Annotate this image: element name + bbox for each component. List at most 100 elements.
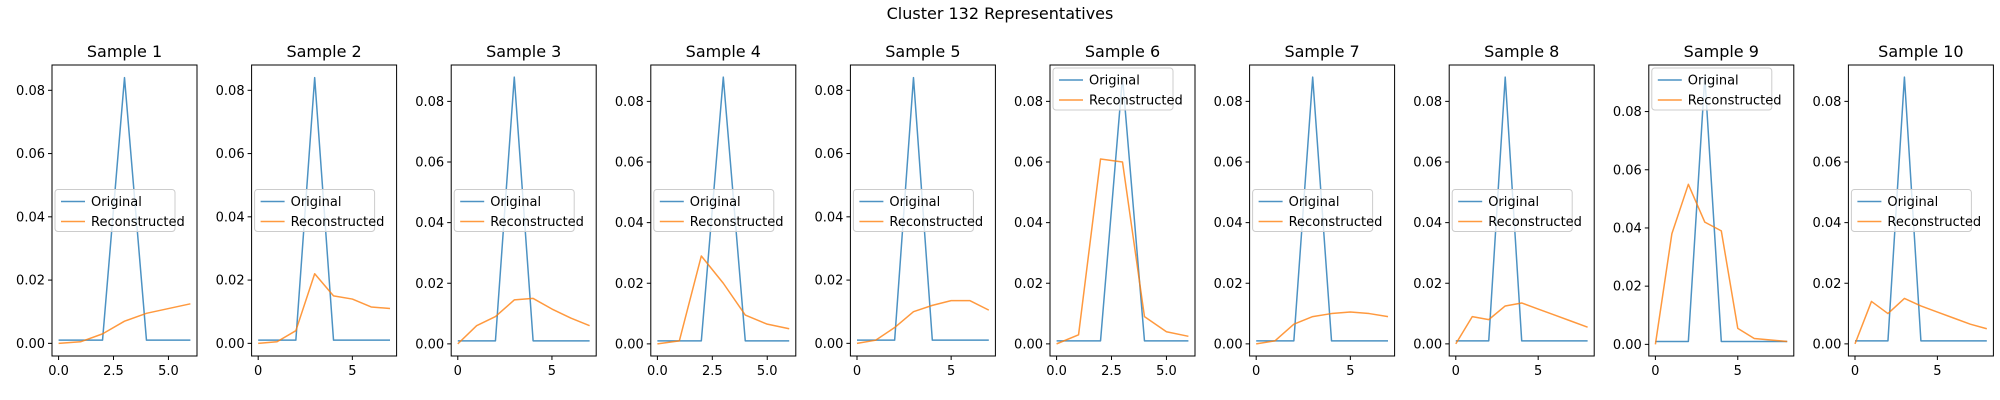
legend-label: Original (1089, 74, 1140, 89)
axes-frame (251, 64, 398, 357)
legend: Original Reconstructed (54, 189, 185, 232)
legend-label: Original (1289, 195, 1340, 210)
y-tick-label: 0.04 (216, 210, 245, 225)
subplot-title: Sample 4 (686, 42, 761, 61)
axes-frame (650, 64, 797, 357)
subplot-4: Sample 4 0.00 0.02 0.04 0.06 0.08 0.0 2.5 5.0 Ori… (615, 42, 797, 379)
x-tick-label: 0.0 (48, 364, 69, 379)
axes-frame (1648, 64, 1795, 357)
y-tick-label: 0.02 (615, 277, 644, 292)
axes-frame (1049, 64, 1196, 357)
x-tick-label: 0 (1651, 364, 1659, 379)
legend: Original Reconstructed (1451, 189, 1582, 232)
axes-frame (51, 64, 198, 357)
legend-label: Reconstructed (490, 215, 584, 230)
x-tick-label: 5 (348, 364, 356, 379)
series-line-reconstructed (856, 299, 990, 345)
legend: Original Reconstructed (653, 189, 784, 232)
y-tick-label: 0.06 (615, 156, 644, 171)
y-tick-label: 0.00 (615, 337, 644, 352)
x-tick-label: 2.5 (103, 364, 124, 379)
series-group (1654, 75, 1788, 345)
y-tick-label: 0.02 (16, 274, 45, 289)
series-line-reconstructed (1056, 158, 1189, 345)
series-line-reconstructed (657, 255, 790, 345)
y-tick-label: 0.08 (16, 84, 45, 99)
legend: Original Reconstructed (1252, 189, 1382, 232)
legend: Original Reconstructed (1651, 67, 1782, 111)
x-tick-label: 5.0 (757, 364, 778, 379)
y-tick-label: 0.06 (1812, 156, 1841, 171)
axes-frame (849, 64, 996, 357)
series-line-reconstructed (457, 297, 590, 345)
x-tick-label: 5 (1534, 364, 1542, 379)
legend-label: Original (91, 195, 142, 210)
y-tick-label: 0.08 (1014, 95, 1043, 110)
legend-label: Reconstructed (1089, 94, 1183, 109)
series-group (58, 76, 191, 345)
series-group (1056, 76, 1189, 345)
series-line-reconstructed (1854, 297, 1988, 345)
x-tick-label: 5.0 (1156, 364, 1177, 379)
y-tick-label: 0.00 (1613, 338, 1642, 353)
y-tick-label: 0.08 (1613, 105, 1642, 120)
y-tick-label: 0.04 (1812, 216, 1841, 231)
y-tick-label: 0.02 (1214, 277, 1243, 292)
subplot-title: Sample 3 (486, 42, 561, 61)
x-tick-label: 5 (947, 364, 955, 379)
subplot-title: Sample 1 (87, 42, 162, 61)
y-tick-label: 0.04 (615, 216, 644, 231)
subplot-6: Sample 6 0.00 0.02 0.04 0.06 0.08 0.0 2.5 5.0 Ori… (1014, 42, 1196, 379)
legend-label: Original (490, 195, 541, 210)
y-tick-label: 0.00 (1214, 337, 1243, 352)
y-tick-label: 0.00 (216, 337, 245, 352)
subplot-2: Sample 2 0.00 0.02 0.04 0.06 0.08 0 5 Original Re… (216, 42, 398, 379)
y-tick-label: 0.04 (16, 210, 45, 225)
legend-label: Original (889, 195, 940, 210)
series-line-reconstructed (1654, 183, 1788, 345)
x-tick-label: 5 (548, 364, 556, 379)
series-line-original (1854, 76, 1987, 342)
subplot-1: Sample 1 0.00 0.02 0.04 0.06 0.08 0.0 2.5 5.0 Ori… (16, 42, 198, 379)
series-line-reconstructed (258, 273, 391, 345)
x-tick-label: 0 (1252, 364, 1260, 379)
y-tick-label: 0.08 (1214, 95, 1243, 110)
series-group (1455, 76, 1588, 345)
x-tick-label: 0.0 (1046, 364, 1067, 379)
axes-frame (450, 64, 597, 357)
legend: Original Reconstructed (453, 189, 584, 232)
y-tick-label: 0.00 (1413, 337, 1442, 352)
x-tick-label: 5 (1933, 364, 1941, 379)
y-tick-label: 0.06 (1413, 156, 1442, 171)
y-tick-label: 0.08 (216, 84, 245, 99)
y-tick-label: 0.02 (1413, 277, 1442, 292)
y-tick-label: 0.00 (1014, 337, 1043, 352)
series-line-original (58, 76, 191, 341)
y-tick-label: 0.04 (415, 216, 444, 231)
y-tick-label: 0.02 (415, 277, 444, 292)
axes-frame (1847, 64, 1994, 357)
y-tick-label: 0.06 (1613, 163, 1642, 178)
series-group (657, 76, 790, 345)
y-tick-label: 0.06 (1014, 156, 1043, 171)
legend-label: Reconstructed (1887, 215, 1981, 230)
y-tick-label: 0.02 (1613, 280, 1642, 295)
y-tick-label: 0.06 (16, 147, 45, 162)
legend: Original Reconstructed (852, 189, 983, 232)
y-tick-label: 0.00 (16, 337, 45, 352)
legend: Original Reconstructed (254, 189, 384, 232)
x-tick-label: 0 (454, 364, 462, 379)
y-tick-label: 0.06 (814, 147, 843, 162)
y-tick-label: 0.02 (1014, 277, 1043, 292)
y-tick-label: 0.08 (1413, 95, 1442, 110)
series-line-original (1056, 76, 1189, 342)
y-tick-label: 0.00 (1812, 337, 1841, 352)
legend: Original Reconstructed (1850, 189, 1981, 232)
subplot-title: Sample 2 (286, 42, 361, 61)
legend-label: Reconstructed (1488, 215, 1582, 230)
series-group (1854, 76, 1988, 345)
x-tick-label: 0 (1851, 364, 1859, 379)
legend-label: Original (1887, 195, 1938, 210)
y-tick-label: 0.08 (615, 95, 644, 110)
y-tick-label: 0.06 (1214, 156, 1243, 171)
